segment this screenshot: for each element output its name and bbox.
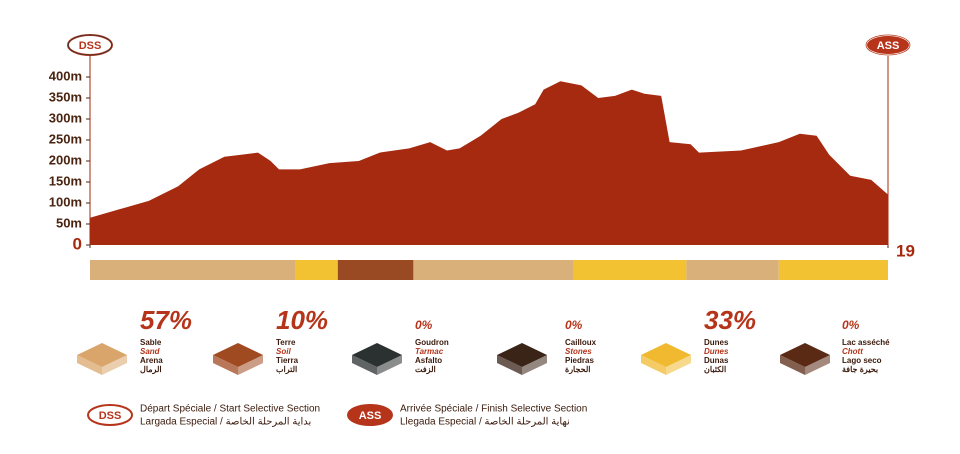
icon-top [780, 343, 830, 367]
finish-legend-line: Arrivée Spéciale / Finish Selective Sect… [400, 404, 587, 415]
surface-name: Piedras [565, 356, 594, 365]
surface-name: Dunes [704, 338, 729, 347]
elevation-area [90, 81, 888, 245]
y-tick-label: 150m [49, 173, 82, 188]
surface-segment [686, 260, 779, 280]
surface-icon [77, 343, 127, 375]
y-tick-label: 350m [49, 89, 82, 104]
surface-name: Lago seco [842, 356, 882, 365]
icon-top [77, 343, 127, 367]
surface-segment [778, 260, 888, 280]
surface-percent: 0% [842, 318, 860, 332]
surface-icon [497, 343, 547, 375]
finish-legend-badge-label: ASS [359, 410, 382, 422]
start-badge-label: DSS [79, 40, 102, 52]
y-tick-label: 250m [49, 131, 82, 146]
surface-segment [573, 260, 687, 280]
surface-name: Goudron [415, 338, 449, 347]
icon-side [780, 355, 805, 375]
icon-side [377, 355, 402, 375]
surface-icon [213, 343, 263, 375]
icon-side [352, 355, 377, 375]
icon-side [102, 355, 127, 375]
surface-name: Tierra [276, 356, 299, 365]
surface-name: الكثبان [704, 365, 726, 374]
start-legend-line: Départ Spéciale / Start Selective Sectio… [140, 404, 320, 415]
x-tick-label: 19 [896, 241, 915, 260]
icon-side [805, 355, 830, 375]
surface-segment [337, 260, 414, 280]
surface-icon [352, 343, 402, 375]
icon-top [352, 343, 402, 367]
icon-side [238, 355, 263, 375]
y-tick-label: 400m [49, 68, 82, 83]
finish-legend-line: Llegada Especial / نهاية المرحلة الخاصة [400, 417, 570, 428]
surface-percent: 10% [276, 305, 328, 335]
surface-percent: 57% [140, 305, 192, 335]
surface-name: التراب [276, 365, 297, 375]
icon-top [641, 343, 691, 367]
icon-side [666, 355, 691, 375]
surface-icon [641, 343, 691, 375]
surface-name: Stones [565, 347, 592, 356]
surface-name: Sand [140, 347, 161, 356]
icon-side [213, 355, 238, 375]
surface-name: Arena [140, 356, 163, 365]
end-badge-label: ASS [877, 40, 900, 52]
surface-segment [413, 260, 573, 280]
icon-top [497, 343, 547, 367]
y-tick-label: 300m [49, 110, 82, 125]
start-badge-ring [67, 34, 113, 56]
start-legend-badge [87, 404, 133, 426]
surface-name: Cailloux [565, 338, 597, 347]
icon-side [77, 355, 102, 375]
surface-name: Dunas [704, 356, 729, 365]
y-tick-label: 0 [73, 234, 82, 253]
surface-name: Chott [842, 347, 863, 356]
y-tick-label: 200m [49, 152, 82, 167]
surface-name: Tarmac [415, 347, 444, 356]
finish-legend-badge [347, 404, 393, 426]
surface-name: Soil [276, 347, 291, 356]
start-legend-line: Largada Especial / بداية المرحلة الخاصة [140, 417, 311, 428]
surface-segment [90, 260, 296, 280]
surface-name: Dunes [704, 347, 729, 356]
surface-name: Sable [140, 338, 162, 347]
icon-side [522, 355, 547, 375]
surface-icon [780, 343, 830, 375]
start-legend-badge-label: DSS [99, 410, 122, 422]
y-tick-label: 100m [49, 194, 82, 209]
surface-name: الرمال [140, 365, 162, 375]
surface-name: Asfalto [415, 356, 442, 365]
icon-side [497, 355, 522, 375]
surface-name: Lac asséché [842, 338, 890, 347]
surface-percent: 33% [704, 305, 756, 335]
end-badge-ring [865, 34, 911, 56]
y-tick-label: 50m [56, 215, 82, 230]
surface-name: بحيرة جافة [842, 365, 878, 375]
surface-percent: 0% [415, 318, 433, 332]
surface-segment [295, 260, 338, 280]
icon-top [213, 343, 263, 367]
surface-percent: 0% [565, 318, 583, 332]
surface-name: الحجارة [565, 365, 590, 375]
surface-name: Terre [276, 338, 296, 347]
surface-name: الزفت [415, 365, 436, 375]
icon-side [641, 355, 666, 375]
